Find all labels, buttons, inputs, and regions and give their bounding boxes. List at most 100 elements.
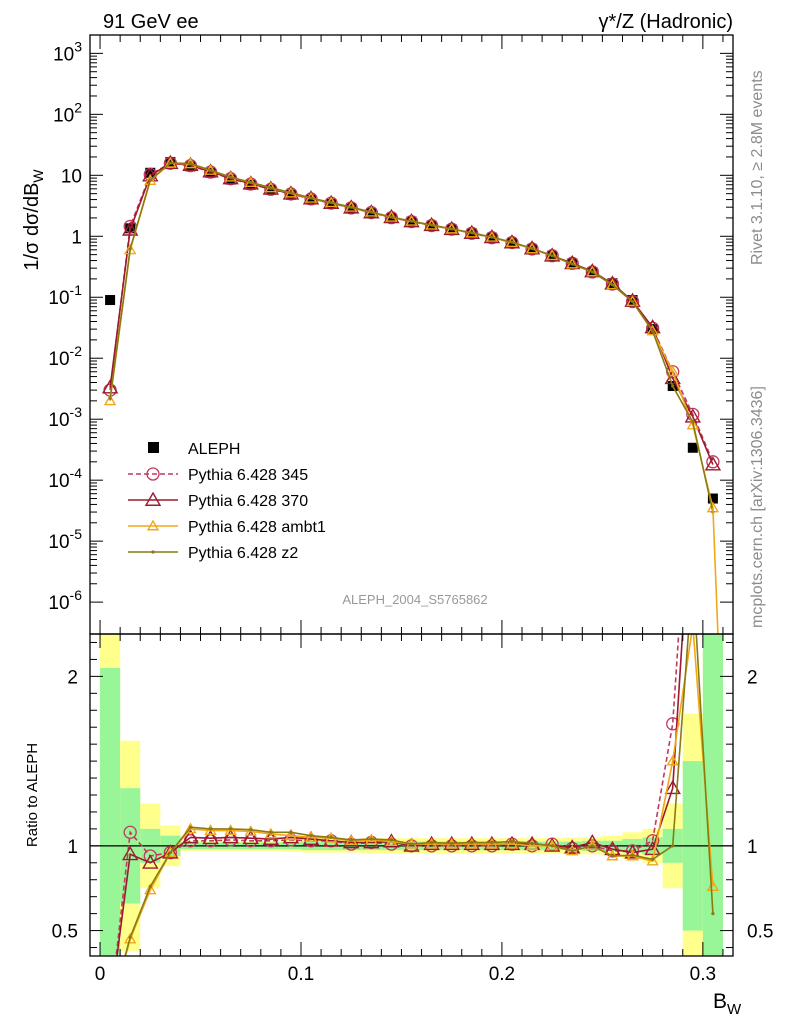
data-point <box>121 845 139 861</box>
y-tick-label: 10-2 <box>48 343 82 370</box>
data-point <box>229 827 233 831</box>
data-point <box>369 210 373 214</box>
legend-label: ALEPH <box>188 441 240 458</box>
ratio-tick-label: 2 <box>67 667 78 688</box>
rivet-label: Rivet 3.1.10, ≥ 2.8M events <box>749 70 766 265</box>
data-point <box>168 851 172 855</box>
ratio-tick-label-right: 0.5 <box>747 922 773 943</box>
data-point <box>610 854 615 858</box>
data-point <box>651 857 655 862</box>
data-point <box>651 329 655 333</box>
data-point <box>570 262 574 266</box>
data-point <box>121 221 139 236</box>
header-left: 91 GeV ee <box>103 11 199 33</box>
ratio-tick-label: 1 <box>67 837 78 858</box>
data-point <box>184 822 197 834</box>
data-point <box>706 455 720 469</box>
data-point <box>264 827 278 839</box>
data-point <box>349 205 353 209</box>
data-point <box>148 884 152 889</box>
data-point <box>144 174 157 186</box>
data-point <box>706 880 720 891</box>
y-tick-label: 10-3 <box>48 404 82 431</box>
data-point <box>490 235 494 239</box>
data-point <box>666 365 679 377</box>
main-ylabel: 1/σ dσ/dBW <box>21 169 46 271</box>
data-point <box>285 189 296 200</box>
data-point <box>691 420 695 424</box>
y-tick-label: 10-1 <box>48 282 82 309</box>
data-point <box>369 837 373 841</box>
data-point <box>630 853 635 857</box>
ratio-series <box>115 634 720 956</box>
data-point <box>108 396 112 400</box>
data-point <box>224 824 237 836</box>
ratio-tick-label-right: 2 <box>747 667 758 688</box>
data-point <box>249 180 253 184</box>
axis-ticks <box>90 34 733 956</box>
data-point <box>450 841 454 845</box>
legend-label: Pythia 6.428 370 <box>188 493 308 510</box>
data-point <box>686 418 700 430</box>
x-tick-label: 0.3 <box>690 964 716 985</box>
data-point <box>105 295 116 306</box>
data-point <box>208 168 213 172</box>
data-point <box>205 167 216 178</box>
ratio-ylabel: Ratio to ALEPH <box>24 743 41 847</box>
data-point <box>646 324 659 336</box>
data-point <box>309 196 313 200</box>
data-point <box>711 912 715 916</box>
data-point <box>590 270 594 274</box>
data-point <box>144 883 157 895</box>
plot-frames <box>89 34 734 957</box>
data-point <box>188 825 193 829</box>
data-point <box>606 278 619 290</box>
data-point <box>626 295 639 307</box>
legend-label: Pythia 6.428 ambt1 <box>188 519 326 536</box>
ratio-tick-label: 0.5 <box>52 922 78 943</box>
data-point <box>530 246 534 251</box>
data-point <box>510 840 514 844</box>
ratio-line-p345 <box>115 634 680 956</box>
data-point <box>344 837 358 851</box>
series-tail-ambt1 <box>712 507 719 635</box>
data-point <box>204 824 217 836</box>
y-tick-label: 103 <box>53 38 82 65</box>
data-point <box>309 834 313 838</box>
data-point <box>409 219 414 223</box>
data-point <box>707 493 718 504</box>
data-point <box>664 779 681 795</box>
ratio-series-group <box>115 634 720 956</box>
data-point <box>389 838 394 842</box>
data-point <box>269 830 273 834</box>
data-point <box>128 935 132 939</box>
data-point <box>229 175 233 179</box>
data-point <box>144 491 162 506</box>
data-point <box>425 837 438 849</box>
data-point <box>671 384 675 388</box>
legend-marker <box>148 442 159 453</box>
data-point <box>646 854 659 866</box>
series-line-p345 <box>109 162 714 463</box>
y-tick-label: 102 <box>53 99 82 126</box>
data-point <box>242 829 259 845</box>
y-tick-label: 10-5 <box>48 526 82 553</box>
data-point <box>671 844 675 848</box>
data-point <box>564 839 581 854</box>
data-point <box>525 839 539 851</box>
data-point <box>208 827 213 831</box>
data-point <box>249 828 253 832</box>
data-point <box>202 829 219 845</box>
y-tick-label: 10-4 <box>48 465 82 492</box>
band-inner <box>702 634 723 956</box>
data-point <box>485 837 499 849</box>
y-tick-label: 1 <box>71 227 82 248</box>
data-point <box>329 200 333 205</box>
band-inner <box>100 667 121 956</box>
data-point <box>304 830 318 842</box>
ratio-tick-label-right: 1 <box>747 837 758 858</box>
data-point <box>168 161 172 165</box>
data-point <box>429 223 434 227</box>
data-point <box>162 844 179 859</box>
data-point <box>624 292 641 307</box>
